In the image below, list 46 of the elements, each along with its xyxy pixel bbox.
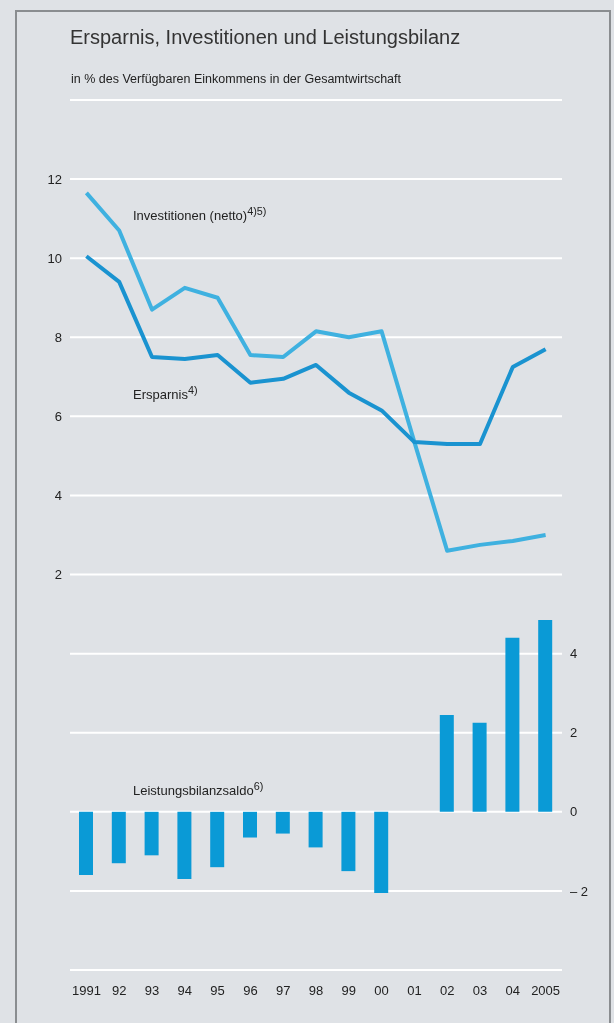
x-tick-label: 04 [505,983,521,999]
bar [177,811,192,880]
bar [538,620,553,812]
x-tick-label: 1991 [71,983,101,999]
x-tick-label: 99 [341,983,357,999]
x-tick-label: 96 [243,983,258,999]
bar [341,811,356,872]
y-tick-label: 6 [54,408,62,424]
series-label: Investitionen (netto)$^{4)5)}$ [133,205,267,224]
chart-subtitle: in % des Verfügbaren Einkommens in der Gesamtwirtschaft [71,72,402,86]
bar [505,637,520,812]
x-tick-label: 92 [111,983,127,999]
y2-tick-label: 0 [570,804,578,820]
bar [374,811,389,893]
x-tick-label: 2005 [531,983,561,999]
y-tick-label: 12 [47,171,62,187]
bar [439,714,454,812]
line-series [84,190,548,553]
y2-tick-label: 2 [570,725,578,741]
x-tick-label: 02 [439,983,455,999]
bar [275,811,290,834]
line-series [84,254,548,447]
x-tick-label: 94 [177,983,193,999]
y2-tick-label: 4 [570,646,578,662]
y2-tick-label: – 2 [570,883,589,899]
x-tick-label: 95 [210,983,225,999]
y-tick-label: 10 [47,250,62,266]
x-tick-label: 03 [472,983,488,999]
x-tick-label: 01 [407,983,422,999]
series-label: Leistungsbilanzsaldo$^{6)}$ [133,780,264,799]
bar [308,811,323,848]
text: Ersparnis$^{4)}$ [133,384,198,403]
bar [472,722,487,812]
x-tick-label: 97 [275,983,291,999]
x-tick-label: 00 [374,983,389,999]
bar [144,811,159,856]
y-tick-label: 4 [54,488,62,504]
bar [111,811,126,864]
x-tick-label: 98 [308,983,324,999]
y-tick-label: 2 [54,567,62,583]
x-tick-label: 93 [144,983,160,999]
bar [243,811,257,838]
bar [79,811,93,876]
y-tick-label: 8 [54,329,62,345]
chart-title: Ersparnis, Investitionen und Leistungsbilanz [70,26,461,49]
bar [210,811,225,868]
